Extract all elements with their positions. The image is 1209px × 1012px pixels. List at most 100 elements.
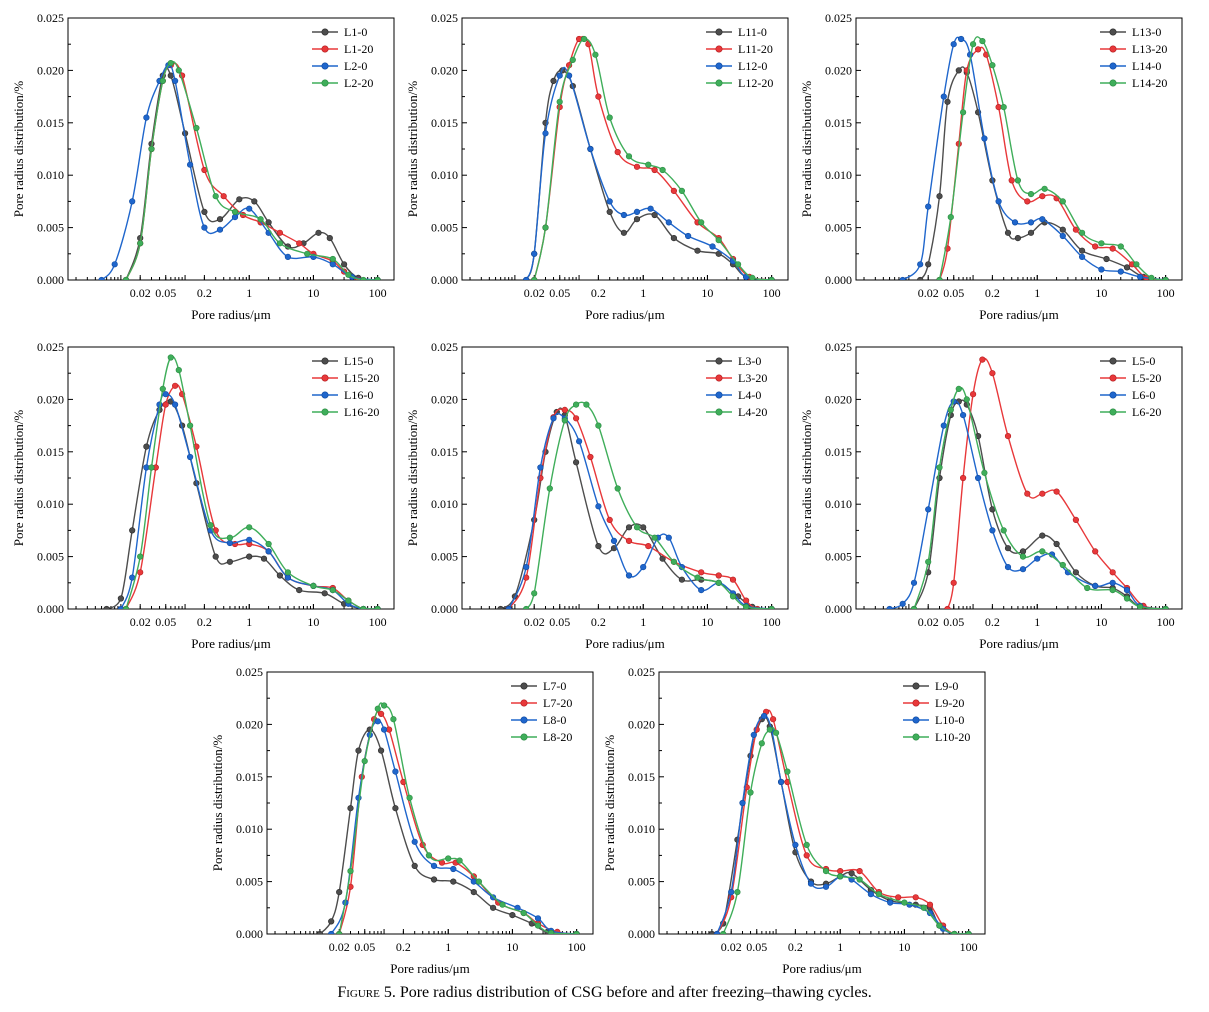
x-tick-label: 10 [1095,286,1107,300]
data-point [117,595,124,602]
legend-marker [520,716,528,724]
data-point [276,572,284,579]
data-point [212,193,219,200]
data-point [561,406,568,414]
data-point [374,718,381,725]
series-line-L12-20 [533,38,772,280]
data-point [1059,226,1066,233]
data-point [606,516,613,524]
data-point [807,880,815,887]
data-point [772,729,780,736]
x-tick-label: 10 [898,940,910,954]
data-point [129,527,136,534]
data-point [137,553,144,560]
plot-frame [461,17,789,281]
data-point [1098,266,1105,273]
data-point [450,865,457,873]
series-group [708,708,972,934]
x-tick-label: 0.02 [524,615,545,629]
legend-marker [1109,62,1117,70]
data-point [1109,569,1116,576]
data-point [537,464,544,471]
legend-marker [520,733,528,741]
y-tick-label: 0.005 [431,550,458,564]
series-line-L15-20 [125,384,378,609]
y-tick-label: 0.010 [37,497,64,511]
data-point [137,240,144,247]
legend-label: L13-20 [1132,42,1167,56]
data-point [257,216,264,223]
data-point [1092,582,1099,590]
legend-marker [1109,391,1117,399]
x-tick-label: 1 [837,940,843,954]
data-point [614,485,621,492]
data-point [236,196,243,203]
data-point [1109,586,1116,594]
legend-label: L12-20 [738,76,773,90]
series-line-L11-0 [525,69,772,280]
data-point [1039,193,1046,200]
data-point [355,747,362,754]
chart-panel-3: 0.000 0.005 0.010 0.015 0.020 0.025 0.02 0.05 0.… [799,11,1183,322]
data-point [955,385,962,393]
data-point [159,77,166,84]
legend-marker [321,45,329,53]
y-tick-label: 0.020 [37,392,64,406]
data-point [708,930,715,934]
x-tick-label: 100 [763,286,781,300]
data-point [803,841,810,849]
legend-marker [321,62,329,70]
data-point [328,918,335,925]
series-line-L16-20 [125,355,378,609]
legend: L3-0 L3-20 L4-0 L4-20 [706,354,767,419]
data-point [729,576,737,583]
legend-label: L14-0 [1132,59,1161,73]
y-tick-label: 0.015 [37,116,64,130]
x-axis-label: Pore radius/μm [979,636,1059,651]
y-tick-label: 0.020 [431,392,458,406]
x-tick-label: 0.05 [746,940,767,954]
data-point [856,876,863,883]
data-point [1004,229,1012,236]
legend-marker [1109,45,1117,53]
legend-marker [912,682,920,690]
y-axis-label: Pore radius distribution/% [799,81,814,218]
legend-label: L16-20 [344,405,379,419]
data-point [1137,273,1144,280]
legend-label: L8-0 [543,713,566,727]
chart-panel-4: 0.000 0.005 0.010 0.015 0.020 0.025 0.02 0.05 0.… [11,340,395,651]
data-point [246,205,253,212]
data-point [955,67,962,74]
data-point [947,214,954,221]
y-tick-label: 0.010 [37,168,64,182]
y-axis-label: Pore radius distribution/% [11,81,26,218]
data-point [381,702,388,709]
data-point [651,166,658,174]
series-line-L8-20 [338,702,577,934]
data-point [606,208,613,215]
data-point [995,103,1002,111]
y-tick-label: 0.025 [431,11,458,25]
data-point [187,161,194,168]
data-point [260,555,268,562]
data-point [162,401,169,408]
data-point [587,145,594,153]
data-point [837,867,844,875]
x-axis-label: Pore radius/μm [191,307,271,322]
y-tick-label: 0.010 [431,497,458,511]
x-axis-label: Pore radius/μm [782,961,862,976]
data-point [920,904,927,911]
data-point [284,253,292,260]
data-point [520,909,527,917]
data-point [329,586,336,594]
legend-marker [912,733,920,741]
chart-panel-7: 0.000 0.005 0.010 0.015 0.020 0.025 0.02 0.05 0.… [210,665,594,976]
data-point [867,891,875,898]
data-point [936,922,943,929]
x-tick-label: 100 [1157,615,1175,629]
plot-frame [67,346,395,610]
data-point [633,216,641,223]
data-point [856,867,863,875]
data-point [406,794,413,801]
data-point [739,799,746,807]
